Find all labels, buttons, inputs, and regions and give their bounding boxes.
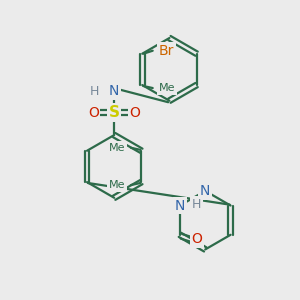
Text: N: N — [175, 199, 185, 212]
Text: O: O — [130, 106, 140, 120]
Text: O: O — [191, 232, 203, 246]
Text: Me: Me — [108, 180, 125, 190]
Text: N: N — [109, 84, 119, 98]
Text: Me: Me — [108, 143, 125, 153]
Text: H: H — [192, 197, 201, 211]
Text: O: O — [88, 106, 99, 120]
Text: H: H — [90, 85, 99, 98]
Text: S: S — [109, 105, 120, 120]
Text: N: N — [200, 184, 210, 198]
Text: Br: Br — [159, 44, 174, 58]
Text: Me: Me — [159, 83, 175, 93]
